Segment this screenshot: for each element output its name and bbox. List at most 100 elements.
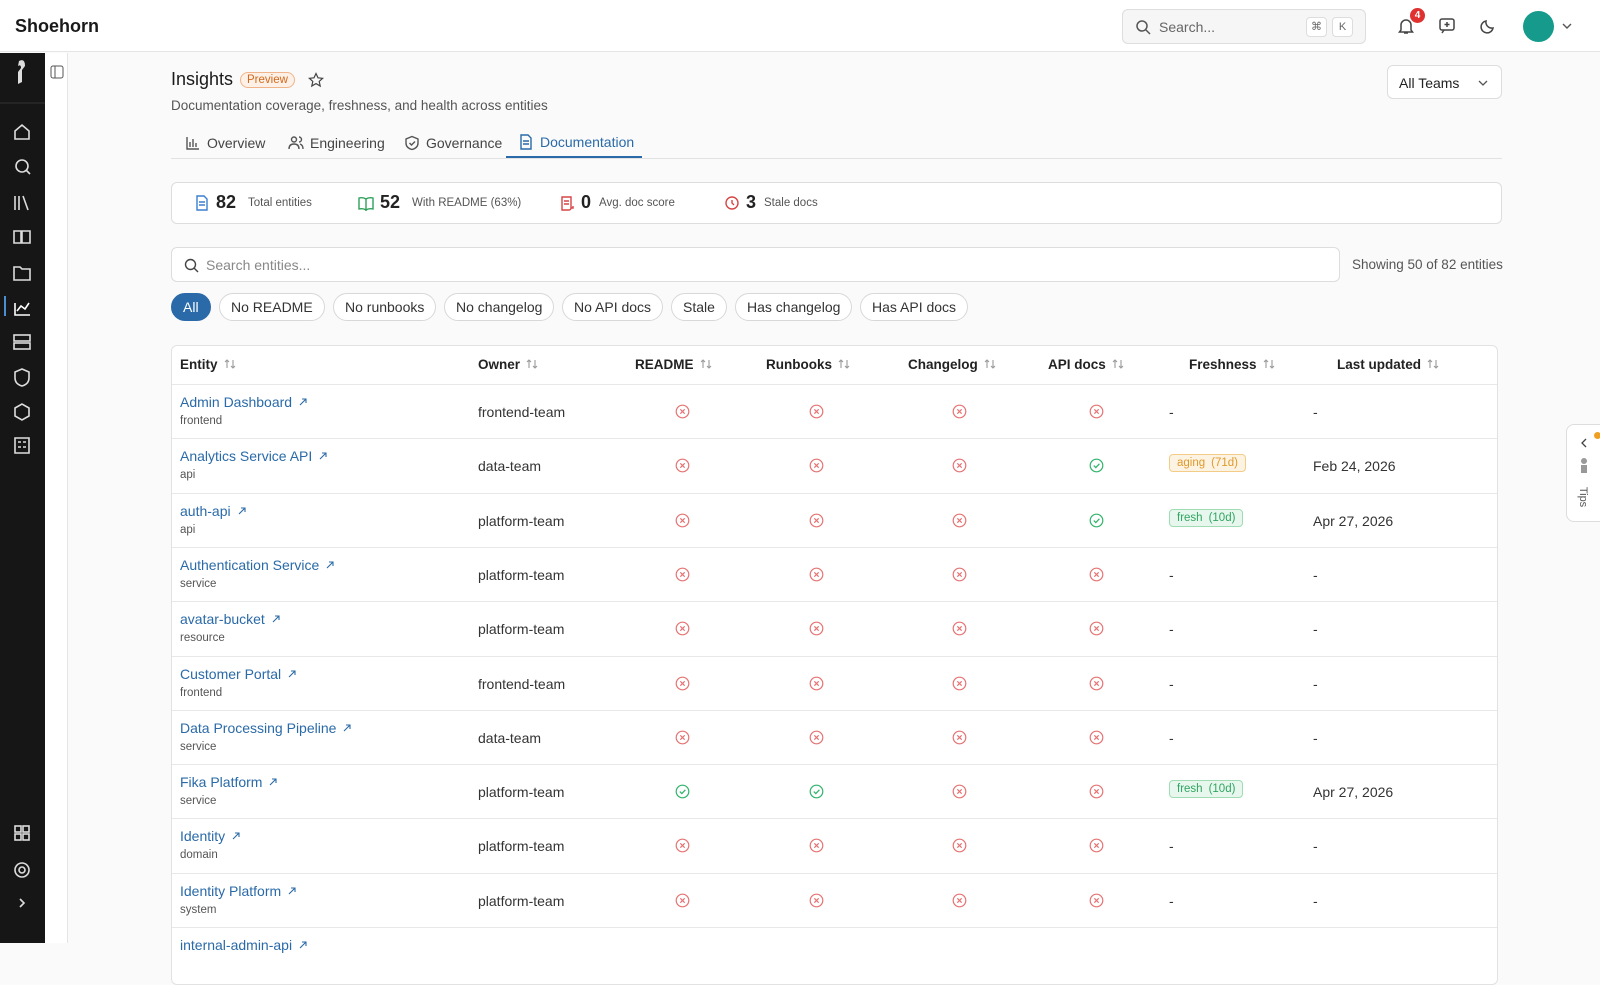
status-missing xyxy=(1089,893,1104,908)
owner: platform-team xyxy=(478,566,565,583)
stat-icon xyxy=(194,195,210,216)
status-runbooks xyxy=(809,893,824,913)
tips-tab[interactable]: Tips xyxy=(1566,424,1600,522)
entity-link[interactable]: Analytics Service API xyxy=(180,448,328,464)
owner: platform-team xyxy=(478,621,565,638)
filter-chip[interactable]: No changelog xyxy=(444,293,555,321)
kbd: K xyxy=(1332,17,1353,37)
column-label: Last updated xyxy=(1337,357,1422,372)
stat-value: 0 xyxy=(581,192,592,212)
status-changelog xyxy=(952,730,967,750)
table-row: internal-admin-api xyxy=(172,927,1497,981)
entity-link[interactable]: Fika Platform xyxy=(180,774,278,790)
entity-link[interactable]: Identity Platform xyxy=(180,883,297,899)
brand[interactable]: Shoehorn xyxy=(15,16,99,36)
global-search[interactable]: Search... ⌘ K xyxy=(1122,9,1366,44)
external-icon xyxy=(299,398,307,406)
column-header[interactable]: Freshness xyxy=(1189,346,1275,384)
status-missing xyxy=(952,621,967,636)
status-runbooks xyxy=(809,676,824,696)
tabs-divider xyxy=(171,158,1502,159)
nav-icons xyxy=(0,60,45,908)
tab[interactable]: Governance xyxy=(402,128,510,158)
table-row: Customer Portal frontend frontend-team - - xyxy=(172,655,1497,710)
status-missing xyxy=(675,513,690,527)
filter-chip[interactable]: Stale xyxy=(671,293,727,321)
status-missing xyxy=(952,567,967,582)
freshness: - xyxy=(1169,566,1174,583)
entity-link[interactable]: Customer Portal xyxy=(180,666,297,682)
column-header[interactable]: Last updated xyxy=(1337,346,1439,384)
column-header[interactable]: Changelog xyxy=(908,346,996,384)
avatar[interactable] xyxy=(1523,11,1554,42)
entity-kind: service xyxy=(180,795,217,808)
entity-kind: domain xyxy=(180,849,218,862)
stat-icon xyxy=(358,195,374,216)
status-ok xyxy=(1089,458,1104,473)
filter-chip[interactable]: All xyxy=(171,293,211,321)
bell[interactable] xyxy=(1397,17,1415,35)
search-placeholder: Search... xyxy=(1159,19,1216,35)
status-api-docs xyxy=(1089,513,1104,533)
tips-label: Tips xyxy=(1577,486,1590,508)
status-missing xyxy=(675,458,690,473)
freshness: - xyxy=(1169,675,1174,692)
status-missing xyxy=(675,730,690,745)
entity-link[interactable]: internal-admin-api xyxy=(180,937,308,953)
top-bar: Shoehorn Search... ⌘ K 4 xyxy=(0,0,1600,52)
column-label: Owner xyxy=(478,357,521,372)
tab[interactable]: Documentation xyxy=(506,128,643,158)
entity-link[interactable]: auth-api xyxy=(180,503,247,519)
entity-kind: system xyxy=(180,903,217,916)
column-header[interactable]: Runbooks xyxy=(766,346,850,384)
feedback[interactable] xyxy=(1438,17,1456,35)
entity-link[interactable]: Data Processing Pipeline xyxy=(180,720,352,736)
filter-chip[interactable]: No runbooks xyxy=(333,293,437,321)
status-readme xyxy=(675,404,690,424)
table-row: Analytics Service API api data-team aging (7… xyxy=(172,438,1497,492)
chevron[interactable] xyxy=(1562,22,1572,30)
favorite[interactable] xyxy=(308,72,324,88)
entity-kind: resource xyxy=(180,632,225,645)
entity-link[interactable]: Admin Dashboard xyxy=(180,394,308,410)
entity-link[interactable]: avatar-bucket xyxy=(180,611,281,627)
entity-link[interactable]: Authentication Service xyxy=(180,557,335,573)
filter-chip[interactable]: Has changelog xyxy=(735,293,853,321)
filter-chip[interactable]: Has API docs xyxy=(860,293,969,321)
status-runbooks xyxy=(809,567,824,587)
column-header[interactable]: API docs xyxy=(1048,346,1124,384)
status-readme xyxy=(675,458,690,478)
team-select[interactable]: All Teams xyxy=(1387,65,1502,99)
last-updated: Feb 24, 2026 xyxy=(1313,458,1396,475)
status-runbooks xyxy=(809,838,824,858)
column-header[interactable]: README xyxy=(635,346,712,384)
status-api-docs xyxy=(1089,676,1104,696)
status-api-docs xyxy=(1089,621,1104,641)
table-row: Identity Platform system platform-team - - xyxy=(172,872,1497,927)
owner: platform-team xyxy=(478,512,565,529)
column-header[interactable]: Entity xyxy=(180,346,236,384)
collapse-toggle[interactable] xyxy=(50,65,64,79)
theme-toggle[interactable] xyxy=(1479,17,1497,35)
status-runbooks xyxy=(809,458,824,478)
tab[interactable]: Engineering xyxy=(286,128,393,158)
filter-chip[interactable]: No API docs xyxy=(562,293,664,321)
freshness-age: (10d) xyxy=(1208,783,1236,796)
owner: data-team xyxy=(478,729,542,746)
freshness-status: aging xyxy=(1177,457,1206,470)
entity-link[interactable]: Identity xyxy=(180,828,241,844)
sort-icon xyxy=(526,359,538,369)
last-updated: - xyxy=(1313,675,1318,692)
entity-kind: frontend xyxy=(180,415,223,427)
status-missing xyxy=(1089,676,1104,690)
icon xyxy=(561,196,574,211)
entity-search[interactable]: Search entities... xyxy=(171,247,1340,282)
status-missing xyxy=(952,784,967,799)
status-missing xyxy=(675,404,690,419)
owner: platform-team xyxy=(478,892,565,909)
filter-chip[interactable]: No README xyxy=(219,293,325,321)
column-header[interactable]: Owner xyxy=(478,346,538,384)
icon xyxy=(358,196,374,212)
tab[interactable]: Overview xyxy=(183,128,273,158)
